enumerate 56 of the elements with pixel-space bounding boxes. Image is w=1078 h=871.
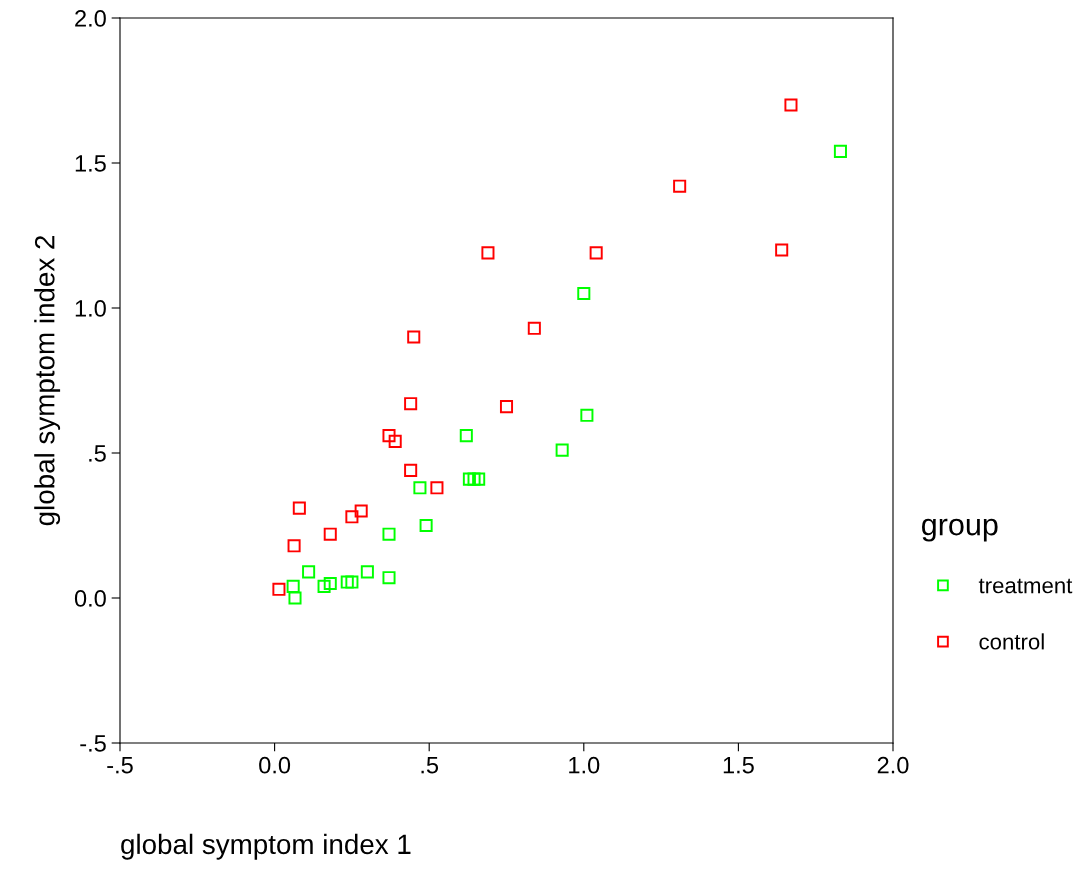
- point: [775, 243, 789, 257]
- point: [287, 539, 301, 553]
- point: [784, 98, 798, 112]
- point: [413, 481, 427, 495]
- point: [555, 443, 569, 457]
- point: [459, 429, 473, 443]
- point: [481, 246, 495, 260]
- y-tick-label: .5: [89, 445, 106, 462]
- y-axis-title: global symptom index 2: [34, 235, 61, 526]
- point: [404, 463, 418, 477]
- legend-label: control: [979, 633, 1044, 650]
- point: [388, 434, 402, 448]
- point: [286, 579, 300, 593]
- point: [345, 575, 359, 589]
- point: [345, 510, 359, 524]
- point: [382, 571, 396, 585]
- x-tick-label: 0.0: [259, 756, 291, 774]
- legend-title: group: [922, 518, 998, 542]
- point: [292, 501, 306, 515]
- x-axis-title: global symptom index 1: [121, 833, 411, 860]
- point: [360, 565, 374, 579]
- point: [577, 286, 591, 301]
- x-tick-label: -.5: [107, 757, 133, 774]
- point: [323, 576, 337, 591]
- point: [673, 179, 687, 193]
- point: [467, 472, 481, 486]
- y-tick-label: 2.0: [75, 10, 106, 27]
- point: [833, 144, 847, 158]
- point: [340, 575, 354, 589]
- y-tick-label: 1.0: [75, 300, 106, 317]
- point: [323, 527, 337, 541]
- point: [382, 429, 396, 443]
- x-tick-label: 2.0: [877, 756, 909, 774]
- point: [288, 591, 302, 605]
- point: [430, 481, 444, 495]
- point: [589, 246, 603, 260]
- point: [354, 504, 368, 518]
- y-tick-label: -.5: [80, 735, 106, 752]
- point: [527, 321, 541, 335]
- y-tick-label: 0.0: [74, 590, 106, 607]
- point: [302, 565, 316, 579]
- point: [404, 397, 418, 411]
- point: [580, 408, 594, 422]
- point: [407, 330, 421, 344]
- point: [419, 518, 433, 533]
- point: [462, 472, 476, 486]
- y-tick-label: 1.5: [75, 155, 106, 172]
- point: [272, 582, 286, 596]
- legend-label: treatment: [978, 578, 1073, 594]
- point: [317, 579, 331, 593]
- x-tick-label: 1.5: [723, 757, 754, 774]
- x-tick-label: .5: [421, 757, 439, 774]
- point: [499, 400, 514, 414]
- point: [382, 527, 396, 541]
- x-tick-label: 1.0: [569, 756, 600, 774]
- point: [472, 472, 486, 486]
